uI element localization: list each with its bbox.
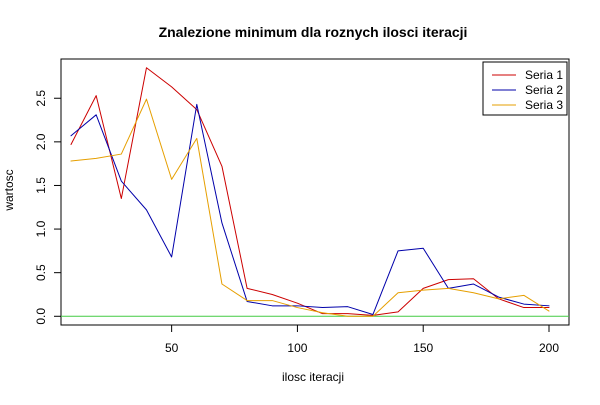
plot-frame xyxy=(60,58,570,326)
y-tick-label-2: 0.5 xyxy=(34,264,48,281)
x-tick-label-2: 100 xyxy=(287,341,307,355)
x-axis-label: ilosc iteracji xyxy=(282,370,344,384)
x-tick-label-4: 200 xyxy=(539,341,559,355)
legend-box xyxy=(482,61,568,116)
x-tick-label-3: 150 xyxy=(413,341,433,355)
chart-title: Znalezione minimum dla roznych ilosci it… xyxy=(159,24,468,40)
y-tick-label-3: 1.0 xyxy=(34,220,48,237)
y-tick-label-1: 0.0 xyxy=(34,308,48,325)
legend-label-3: Seria 3 xyxy=(525,98,563,112)
series-line-3 xyxy=(70,98,550,317)
legend-label-2: Seria 2 xyxy=(525,83,563,97)
y-tick-label-4: 1.5 xyxy=(34,177,48,194)
x-axis: 50 100 150 200 xyxy=(165,325,559,355)
y-tick-label-6: 2.5 xyxy=(34,90,48,107)
y-tick-label-5: 2.0 xyxy=(34,133,48,150)
y-axis-label: wartosc xyxy=(2,169,16,211)
series-layer xyxy=(70,67,550,317)
legend-item-2: Seria 2 xyxy=(492,83,563,97)
legend-item-3: Seria 3 xyxy=(492,98,563,112)
legend-label-1: Seria 1 xyxy=(525,68,563,82)
legend-item-1: Seria 1 xyxy=(492,68,563,82)
x-tick-label-1: 50 xyxy=(165,341,179,355)
y-axis: 0.0 0.5 1.0 1.5 2.0 2.5 xyxy=(34,90,61,325)
series-line-2 xyxy=(70,103,550,316)
series-line-1 xyxy=(70,67,550,316)
